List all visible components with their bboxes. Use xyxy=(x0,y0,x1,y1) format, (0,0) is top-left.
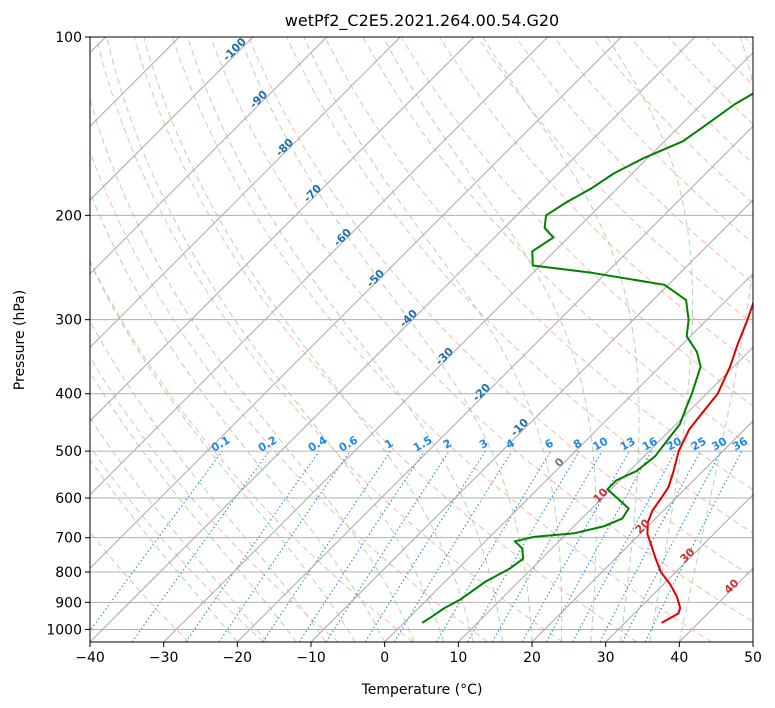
moist-adiabat-line xyxy=(382,37,597,642)
y-tick-label: 900 xyxy=(55,595,82,611)
x-tick-label: −30 xyxy=(149,650,179,666)
profile-series xyxy=(421,92,753,624)
mixing-ratio-line xyxy=(262,450,392,642)
mixing-ratio-line xyxy=(393,450,513,642)
dry-adiabat-line xyxy=(90,356,339,642)
moist-adiabat-line xyxy=(303,37,563,642)
dry-adiabat-line xyxy=(171,37,712,642)
x-tick-label: 10 xyxy=(449,650,467,666)
moist-adiabat-line xyxy=(90,416,268,642)
moist-adiabat-line xyxy=(678,37,753,642)
isotherm-line xyxy=(236,125,753,642)
isotherm-line xyxy=(310,199,753,642)
x-axis-ticks: −40 −30 −20 −10 0 10 20 30 40 50 xyxy=(75,642,762,666)
plot-background-lines xyxy=(90,37,753,642)
mixing-ratio-line xyxy=(90,450,223,632)
isotherm-line xyxy=(605,493,753,642)
mixing-ratio-line xyxy=(185,450,320,642)
mixing-ratio-line xyxy=(298,450,425,642)
plot-frame xyxy=(89,36,754,643)
isotherm-line xyxy=(531,420,753,642)
chart-title: wetPf2_C2E5.2021.264.00.54.G20 xyxy=(285,11,559,31)
moist-adiabat-line xyxy=(239,37,533,642)
isotherm-line xyxy=(457,346,753,642)
x-tick-label: 20 xyxy=(523,650,541,666)
y-tick-label: 1000 xyxy=(46,622,82,638)
isotherm-line xyxy=(90,37,622,570)
y-tick-label: 400 xyxy=(55,387,82,403)
y-axis-ticks: 100 200 300 400 500 600 700 800 900 1000 xyxy=(46,30,90,638)
mixing-ratio-line xyxy=(572,450,677,642)
isotherm-line xyxy=(90,37,401,349)
x-tick-label: −40 xyxy=(75,650,105,666)
mixing-ratio-line xyxy=(131,450,270,642)
moist-adiabat-line xyxy=(90,190,386,642)
mixing-ratio-line xyxy=(545,450,653,642)
moist-adiabat-line xyxy=(90,261,356,642)
mixing-ratio-lines xyxy=(90,450,743,642)
mixing-ratio-line xyxy=(325,450,450,642)
moist-adiabats xyxy=(90,37,753,642)
x-tick-label: −20 xyxy=(223,650,253,666)
y-tick-label: 300 xyxy=(55,313,82,329)
isotherm-line xyxy=(90,37,328,275)
dry-adiabat-line xyxy=(90,259,414,642)
dry-adiabats xyxy=(90,37,753,642)
dry-adiabat-line xyxy=(133,37,638,642)
y-tick-label: 800 xyxy=(55,565,82,581)
x-tick-label: −10 xyxy=(296,650,326,666)
moist-adiabat-line xyxy=(187,37,503,642)
moist-adiabat-line xyxy=(90,458,238,642)
dry-adiabat-line xyxy=(95,37,563,642)
x-tick-label: 40 xyxy=(670,650,688,666)
dry-adiabat-line xyxy=(90,445,264,642)
isotherm-line xyxy=(90,37,475,422)
dry-adiabat-line xyxy=(248,37,753,578)
isotherm-line xyxy=(90,37,549,496)
y-tick-label: 700 xyxy=(55,531,82,547)
mixing-ratio-line xyxy=(521,450,630,642)
moist-adiabat-line xyxy=(90,370,297,642)
dry-adiabat-line xyxy=(324,37,753,491)
mixing-ratio-line xyxy=(218,450,351,642)
y-tick-label: 200 xyxy=(55,208,82,224)
skewed-isotherms xyxy=(90,37,753,642)
isotherm-line xyxy=(384,272,753,642)
isobars xyxy=(90,37,753,630)
moist-adiabat-line xyxy=(606,37,694,642)
temperature-profile-line xyxy=(646,300,753,624)
x-axis-label: Temperature (°C) xyxy=(361,682,483,698)
moist-adiabat-line xyxy=(106,37,445,642)
y-tick-label: 600 xyxy=(55,491,82,507)
isotherm-line xyxy=(90,37,696,642)
dry-adiabat-line xyxy=(515,37,753,284)
isotherm-line xyxy=(163,51,753,642)
x-tick-label: 30 xyxy=(597,650,615,666)
moist-adiabat-line xyxy=(143,37,474,642)
y-tick-label: 500 xyxy=(55,444,82,460)
y-axis-label: Pressure (hPa) xyxy=(12,290,28,390)
y-tick-label: 100 xyxy=(55,30,82,46)
x-tick-label: 50 xyxy=(744,650,762,666)
dry-adiabat-line xyxy=(210,37,753,623)
moist-adiabat-line xyxy=(90,320,327,642)
dewpoint-profile-line xyxy=(421,92,753,624)
moist-adiabat-line xyxy=(482,37,640,642)
isotherm-line xyxy=(90,37,254,201)
mixing-ratio-line xyxy=(644,450,743,642)
dry-adiabat-line xyxy=(286,37,753,534)
x-tick-label: 0 xyxy=(380,650,389,666)
